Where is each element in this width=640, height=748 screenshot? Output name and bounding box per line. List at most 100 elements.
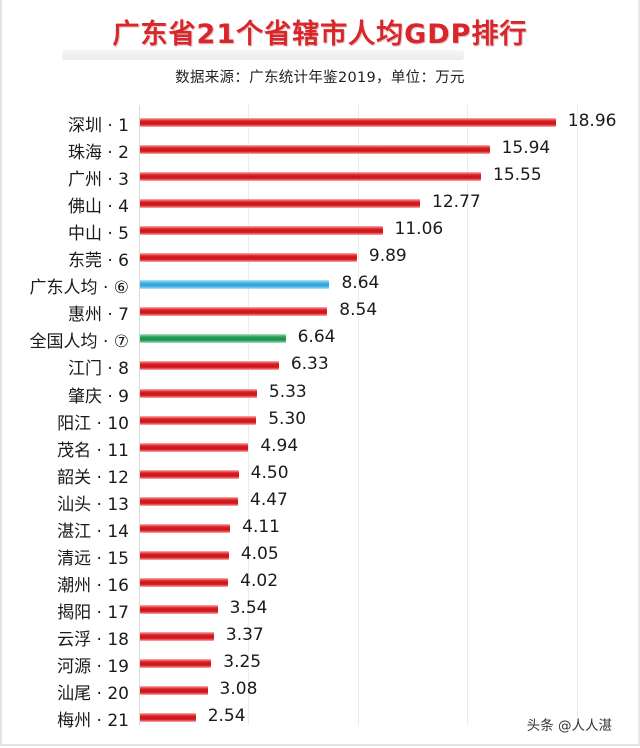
- value-label: 4.11: [242, 516, 280, 537]
- bar-row: 广州 · 3 15.55: [0, 163, 640, 190]
- category-label: 中山 · 5: [67, 224, 129, 245]
- value-label: 11.06: [394, 219, 444, 240]
- value-label: 3.37: [225, 624, 264, 645]
- category-label: 韶关 · 12: [57, 467, 129, 488]
- guangdong-average-bar: [140, 280, 330, 290]
- value-label: 18.96: [567, 111, 617, 131]
- value-label: 4.05: [240, 543, 279, 564]
- gridline-15: [467, 105, 468, 725]
- bar-row: 惠州 · 7 8.54: [0, 298, 640, 325]
- bar-row: 东莞 · 6 9.89: [0, 244, 640, 271]
- bar-row: 河源 · 19 3.25: [0, 650, 640, 677]
- category-label: 河源 · 19: [57, 657, 129, 677]
- bar-row: 广东人均 · ⑥ 8.64: [0, 271, 640, 298]
- bar-row: 江门 · 8 6.33: [0, 352, 640, 379]
- category-label: 梅州 · 21: [57, 711, 129, 732]
- city-bar: [140, 659, 212, 668]
- category-label: 全国人均 · ⑦: [29, 332, 129, 353]
- value-label: 9.89: [368, 246, 407, 267]
- national-average-bar: [140, 334, 286, 344]
- category-label: 江门 · 8: [67, 359, 129, 380]
- category-label: 汕头 · 13: [57, 494, 129, 515]
- city-bar: [140, 388, 257, 398]
- gridline-10: [358, 105, 359, 725]
- bar-row: 茂名 · 11 4.94: [0, 434, 640, 461]
- category-label: 深圳 · 1: [67, 116, 129, 136]
- category-label: 潮州 · 16: [57, 575, 129, 596]
- watermark: 头条 @人人湛: [526, 718, 612, 734]
- bar-row: 佛山 · 4 12.77: [0, 190, 640, 217]
- gridline-20: [577, 105, 578, 725]
- bar-row: 湛江 · 14 4.11: [0, 515, 640, 542]
- value-label: 6.33: [290, 354, 329, 375]
- bar-chart-plot: 深圳 · 1 18.96 珠海 · 2 15.94 广州 · 3 15.55 佛山 · 4 1…: [0, 105, 640, 731]
- city-bar: [140, 145, 490, 155]
- category-label: 珠海 · 2: [67, 143, 129, 164]
- value-label: 15.94: [501, 138, 551, 159]
- city-bar: [140, 496, 239, 506]
- category-label: 清远 · 15: [57, 548, 129, 569]
- city-bar: [140, 415, 257, 425]
- bar-row: 阳江 · 10 5.30: [0, 407, 640, 434]
- value-label: 5.33: [268, 381, 307, 402]
- city-bar: [140, 442, 249, 452]
- value-label: 6.64: [297, 327, 336, 348]
- category-label: 湛江 · 14: [57, 521, 129, 542]
- category-label: 东莞 · 6: [67, 251, 129, 272]
- category-label: 汕尾 · 20: [57, 684, 129, 705]
- bar-row: 深圳 · 1 18.96: [0, 109, 640, 136]
- city-bar: [140, 226, 383, 236]
- city-bar: [140, 361, 279, 371]
- category-label: 云浮 · 18: [57, 629, 129, 650]
- value-label: 8.64: [341, 273, 380, 294]
- category-label: 阳江 · 10: [57, 413, 129, 434]
- bar-row: 珠海 · 2 15.94: [0, 136, 640, 163]
- city-bar: [140, 577, 229, 587]
- city-bar: [140, 550, 229, 560]
- bar-row: 韶关 · 12 4.50: [0, 461, 640, 488]
- value-label: 4.47: [250, 489, 288, 510]
- value-label: 4.02: [240, 570, 279, 591]
- bar-row: 全国人均 · ⑦ 6.64: [0, 325, 640, 352]
- category-label: 广州 · 3: [67, 170, 129, 191]
- bar-row: 汕头 · 13 4.47: [0, 488, 640, 515]
- city-bar: [140, 631, 214, 641]
- bar-row: 揭阳 · 17 3.54: [0, 596, 640, 623]
- chart-title: 广东省21个省辖市人均GDP排行: [112, 19, 528, 50]
- city-bar: [140, 199, 421, 209]
- chart-subtitle: 数据来源：广东统计年鉴2019，单位：万元: [175, 70, 465, 86]
- value-label: 12.77: [432, 192, 481, 213]
- bar-row: 汕尾 · 20 3.08: [0, 677, 640, 704]
- category-label: 佛山 · 4: [67, 197, 129, 218]
- value-label: 4.94: [260, 435, 299, 456]
- bar-row: 肇庆 · 9 5.33: [0, 380, 640, 407]
- city-bar: [140, 713, 196, 723]
- category-label: 揭阳 · 17: [57, 602, 129, 623]
- city-bar: [140, 253, 357, 263]
- value-label: 2.54: [207, 706, 246, 727]
- city-bar: [140, 523, 231, 533]
- value-label: 4.50: [250, 462, 289, 483]
- value-label: 15.55: [493, 165, 542, 186]
- bar-row: 中山 · 5 11.06: [0, 217, 640, 244]
- city-bar: [140, 686, 208, 696]
- city-bar: [140, 469, 239, 479]
- city-bar: [140, 118, 556, 127]
- value-label: 3.08: [219, 679, 258, 700]
- city-bar: [140, 172, 481, 182]
- city-bar: [140, 307, 328, 317]
- value-label: 5.30: [268, 408, 307, 429]
- bar-row: 潮州 · 16 4.02: [0, 569, 640, 596]
- value-label: 8.54: [339, 300, 378, 321]
- gridline-5: [248, 105, 249, 725]
- bar-row: 清远 · 15 4.05: [0, 542, 640, 569]
- category-label: 茂名 · 11: [57, 440, 129, 461]
- bar-row: 云浮 · 18 3.37: [0, 623, 640, 650]
- y-axis-line: [139, 105, 140, 725]
- value-label: 3.54: [229, 597, 268, 618]
- city-bar: [140, 604, 218, 614]
- category-label: 肇庆 · 9: [67, 386, 129, 407]
- bar-row: 梅州 · 21 2.54: [0, 704, 640, 731]
- value-label: 3.25: [223, 652, 262, 672]
